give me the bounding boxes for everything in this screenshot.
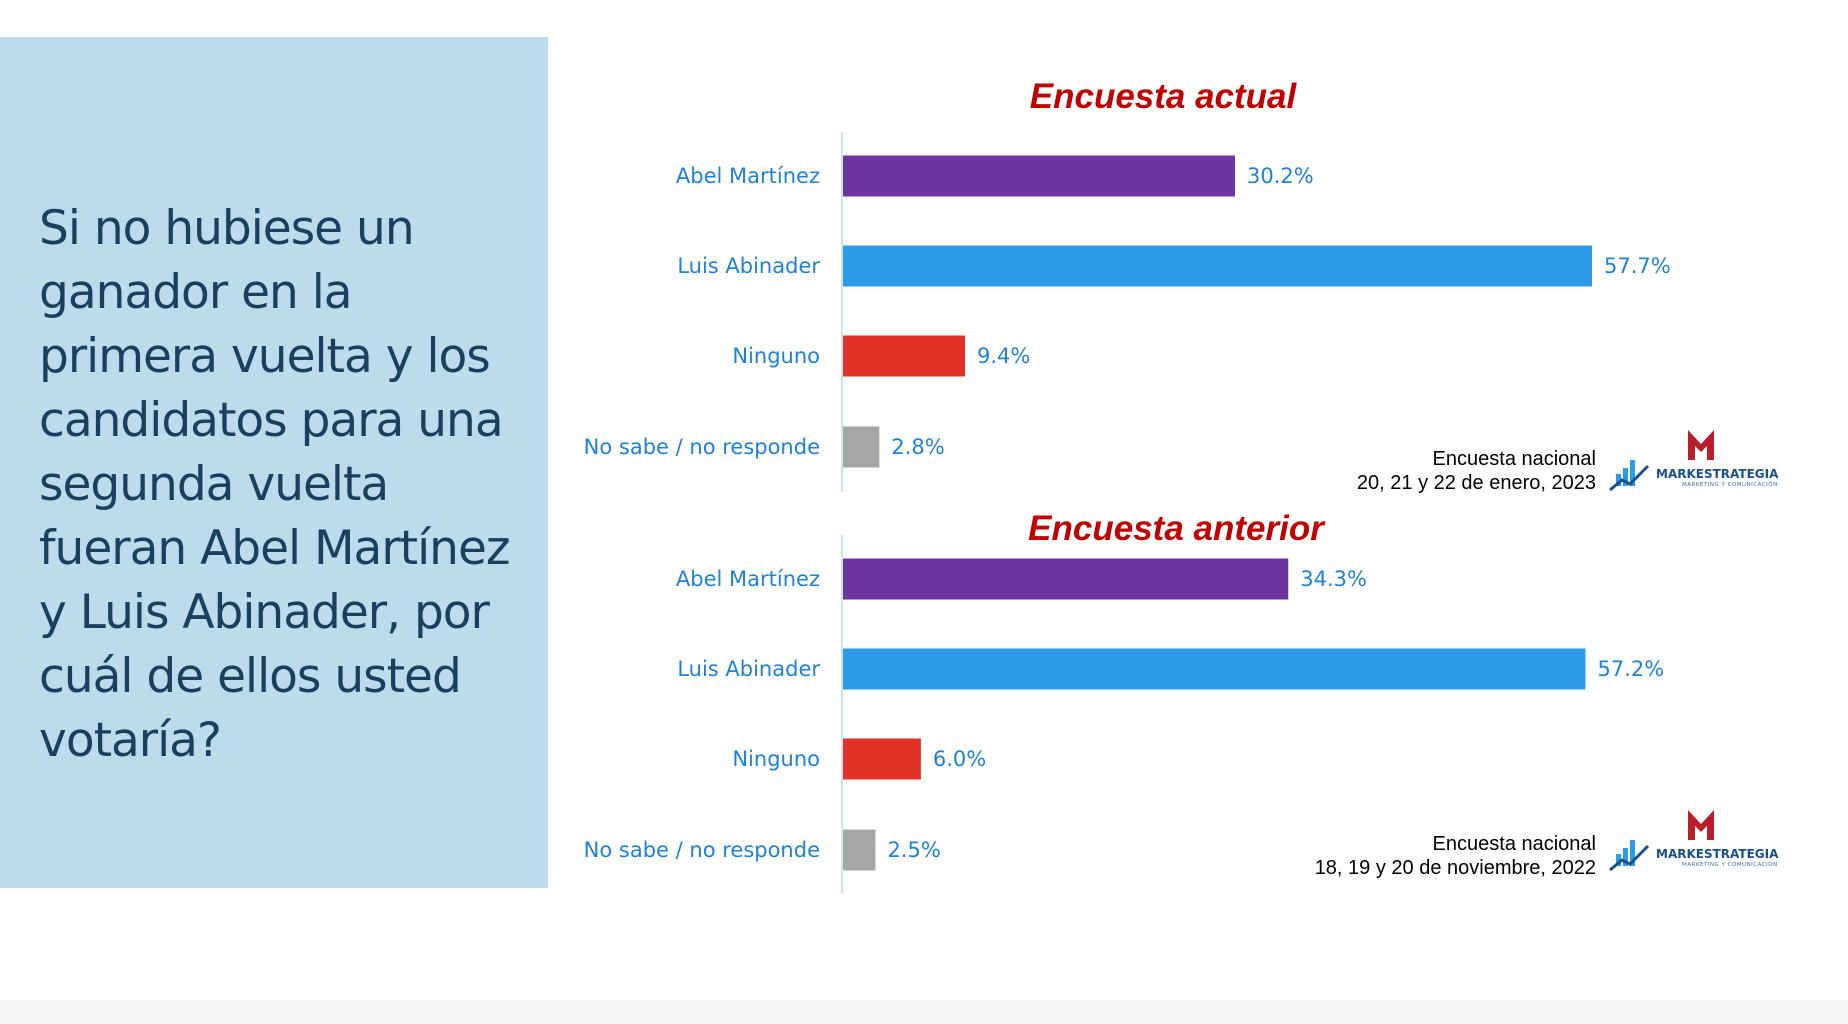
source-note-current: Encuesta nacional 20, 21 y 22 de enero, …: [1240, 447, 1596, 495]
logo-tagline: MARKETING Y COMUNICACIÓN: [1682, 481, 1778, 488]
survey-charts: Encuesta actual Abel Martínez 30.2% Luis Ab…: [584, 77, 1671, 894]
m-logo-mark: [1688, 430, 1714, 460]
m-logo-mark: [1688, 810, 1714, 840]
category-label: Luis Abinader: [677, 657, 820, 681]
question-panel: Si no hubiese un ganador en la primera v…: [0, 37, 548, 888]
logo-wordmark: MARKESTRATEGIA: [1656, 847, 1778, 861]
category-label: Abel Martínez: [676, 164, 820, 188]
bar: [843, 738, 921, 780]
category-label: No sabe / no responde: [584, 435, 820, 459]
data-label: 30.2%: [1247, 164, 1314, 188]
category-label: Abel Martínez: [676, 567, 820, 591]
chart-0: Encuesta actual Abel Martínez 30.2% Luis Ab…: [584, 77, 1671, 492]
logo-tagline: MARKETING Y COMUNICACIÓN: [1682, 861, 1778, 868]
bar: [843, 426, 880, 468]
category-label: Ninguno: [732, 747, 820, 771]
data-label: 2.8%: [891, 435, 944, 459]
bar: [843, 558, 1289, 600]
markestrategia-logo: MARKESTRATEGIA MARKETING Y COMUNICACIÓN: [1609, 810, 1778, 872]
category-label: Ninguno: [732, 344, 820, 368]
source-line-2: 20, 21 y 22 de enero, 2023: [1356, 472, 1596, 494]
data-label: 57.7%: [1604, 254, 1671, 278]
bar-chart-arrow-icon: [1609, 840, 1650, 872]
question-text: Si no hubiese un ganador en la primera v…: [39, 201, 511, 768]
bar: [843, 155, 1236, 197]
bar: [843, 829, 876, 871]
bar: [843, 335, 966, 377]
data-label: 6.0%: [933, 747, 986, 771]
source-line-1: Encuesta nacional: [1432, 448, 1596, 470]
category-label: No sabe / no responde: [584, 838, 820, 862]
bar: [843, 648, 1586, 690]
source-line-1: Encuesta nacional: [1432, 833, 1596, 855]
source-note-previous: Encuesta nacional 18, 19 y 20 de noviemb…: [1240, 832, 1596, 880]
data-label: 9.4%: [977, 344, 1030, 368]
chart-1: Encuesta anterior Abel Martínez 34.3% Luis …: [584, 509, 1665, 894]
data-label: 34.3%: [1300, 567, 1367, 591]
bar: [843, 245, 1592, 287]
markestrategia-logo: MARKESTRATEGIA MARKETING Y COMUNICACIÓN: [1609, 430, 1778, 492]
chart-title: Encuesta anterior: [1028, 509, 1326, 548]
data-label: 2.5%: [887, 838, 940, 862]
bottom-strip: [0, 1000, 1848, 1024]
bar-chart-arrow-icon: [1609, 460, 1650, 492]
data-label: 57.2%: [1598, 657, 1665, 681]
chart-title: Encuesta actual: [1030, 77, 1298, 116]
source-line-2: 18, 19 y 20 de noviembre, 2022: [1314, 857, 1596, 879]
logo-wordmark: MARKESTRATEGIA: [1656, 467, 1778, 481]
category-label: Luis Abinader: [677, 254, 820, 278]
